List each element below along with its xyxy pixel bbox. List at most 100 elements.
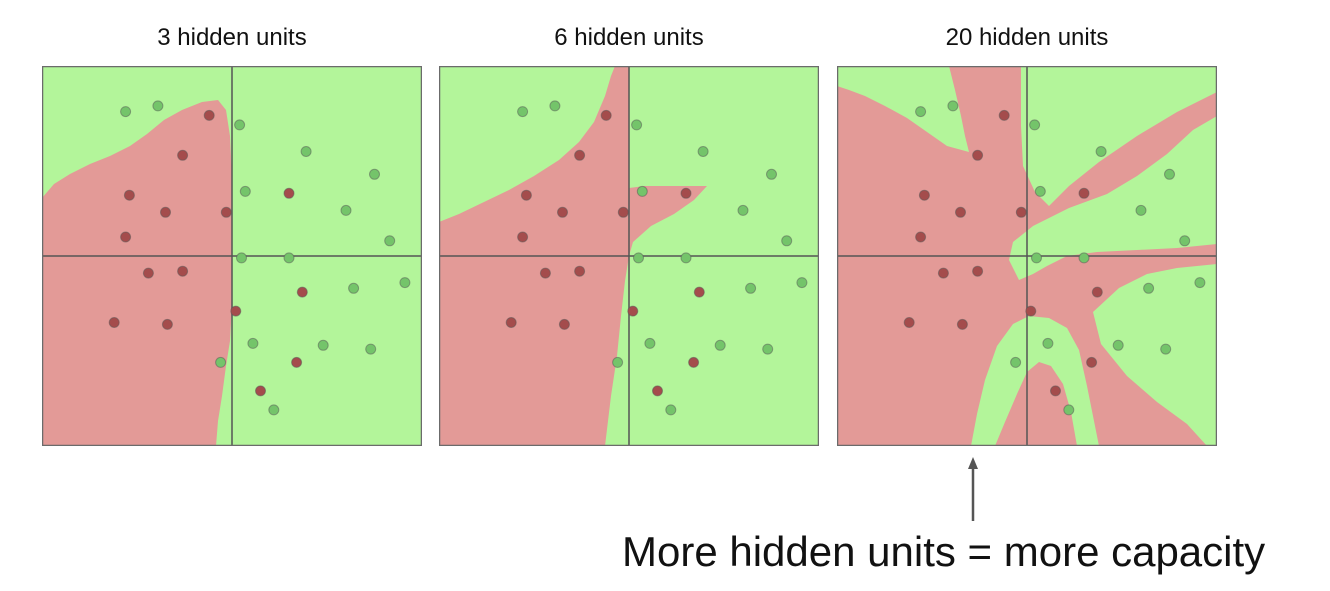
green-point [796,277,808,289]
decision-boundary-plot-6-units [439,66,819,446]
red-point [1015,206,1027,218]
red-point [120,231,132,243]
green-point [236,252,247,264]
green-point [947,100,959,112]
green-point [1143,282,1155,294]
green-point [1160,343,1172,355]
green-point [1078,252,1090,264]
green-point [549,100,561,112]
green-point [215,356,227,368]
green-point [283,252,295,264]
green-region-top-right [1021,66,1217,206]
green-point [644,337,656,349]
green-point [369,168,380,180]
red-point [296,286,308,298]
red-point [520,189,532,201]
red-point [972,149,984,161]
red-point [693,286,705,298]
green-point [1010,356,1022,368]
plot-frame [439,66,819,446]
red-point [220,206,232,218]
green-point [781,235,793,247]
red-point [956,318,968,330]
red-point [652,385,663,397]
red-point [574,149,586,161]
red-point [558,318,570,330]
green-point [152,100,164,112]
red-point [998,109,1010,121]
green-point [1194,277,1206,289]
green-point [348,282,360,294]
panel-title-2: 6 hidden units [554,24,704,51]
red-point [203,109,215,121]
green-point [120,106,132,118]
panel-title-1: 3 hidden units [157,24,307,51]
red-point [283,187,295,199]
green-point [1179,235,1191,247]
red-point [142,267,154,279]
panel-title-3: 20 hidden units [945,24,1109,51]
green-point [1112,339,1124,351]
red-point [123,189,135,201]
red-point [903,317,915,328]
red-point [972,265,984,277]
green-point [680,252,692,264]
green-point [766,168,777,180]
red-point [688,356,700,368]
green-point [737,204,749,216]
green-point [633,252,644,264]
green-point [340,204,352,216]
red-point [617,206,629,218]
green-point [365,343,377,355]
red-point [1091,286,1103,298]
green-point [714,339,726,351]
green-point [1164,168,1175,180]
green-point [745,282,757,294]
green-point [1063,404,1075,416]
red-region-center-stem [1027,366,1069,446]
green-point [399,277,411,289]
caption: More hidden units = more capacity [622,528,1266,575]
green-point [762,343,774,355]
red-point [539,267,551,279]
red-point [161,318,173,330]
red-point [255,385,266,397]
red-point [160,206,171,218]
red-point [955,206,966,218]
green-point [1034,185,1046,197]
green-point [631,119,643,131]
green-region-bottom-right [1093,264,1217,446]
green-point [268,404,280,416]
red-region [42,100,232,446]
green-point [300,146,312,157]
green-region-right-band [1009,116,1217,280]
red-point [291,356,303,368]
decision-boundary-plot-3-units [42,66,422,446]
green-point [1135,204,1147,216]
decision-boundary-plot-20-units [837,66,1217,446]
red-point [1050,385,1061,397]
red-point [557,206,568,218]
green-point [239,185,251,197]
red-point [574,265,586,277]
red-point [177,265,189,277]
plot-frame [837,66,1217,446]
green-point [915,106,927,118]
green-point [317,339,329,351]
red-point [1078,187,1090,199]
green-point [384,235,396,247]
green-point [1029,119,1041,131]
data-points [108,100,411,416]
red-point [918,189,930,201]
data-points [505,100,808,416]
up-arrow-icon [968,457,978,521]
green-point [1095,146,1107,157]
plot-frame [42,66,422,446]
red-point [937,267,949,279]
green-point [636,185,648,197]
green-point [612,356,624,368]
red-point [177,149,189,161]
green-point [247,337,259,349]
red-point [108,317,120,328]
green-point [517,106,529,118]
